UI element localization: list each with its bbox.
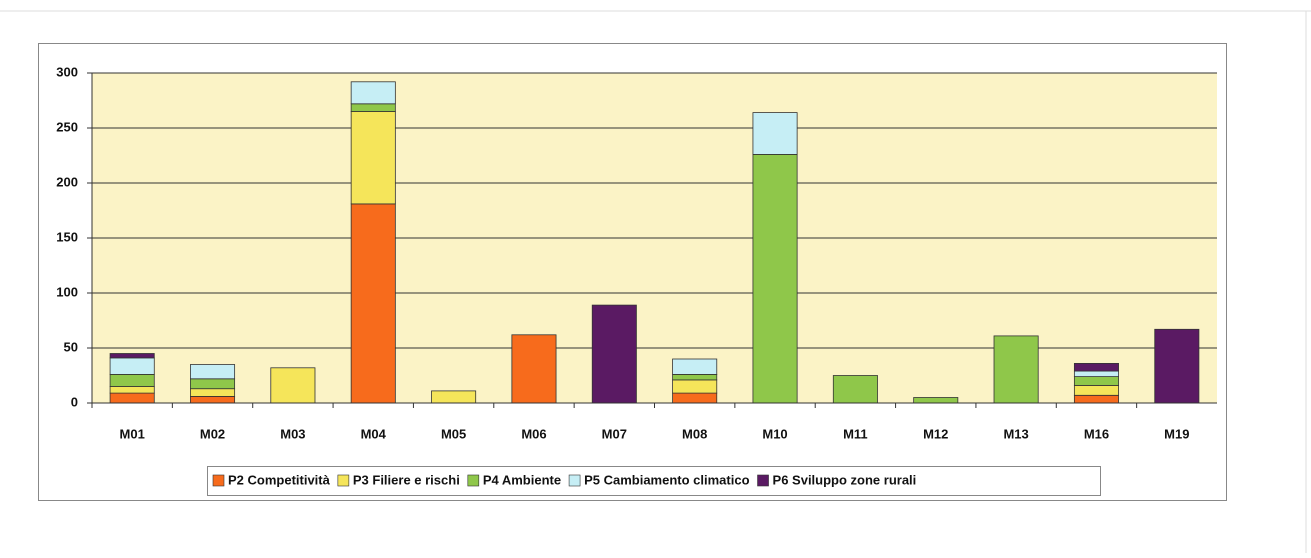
bar-segment	[109, 357, 155, 375]
bar-segment	[672, 379, 718, 394]
legend-swatch	[757, 474, 769, 487]
x-tick-label: M05	[441, 426, 466, 441]
legend-swatch	[467, 474, 480, 487]
x-tick-label: M16	[1084, 426, 1109, 441]
bar-segment	[832, 375, 878, 404]
y-tick-label: 100	[56, 284, 78, 299]
legend-label: P5 Cambiamento climatico	[584, 472, 749, 487]
bar-segment	[190, 388, 236, 397]
bar-segment	[752, 153, 798, 404]
bar-segment	[350, 81, 396, 105]
y-tick-label: 250	[56, 119, 78, 134]
x-tick-label: M10	[762, 426, 787, 441]
y-tick-label: 300	[56, 64, 78, 79]
bar-segment	[1073, 362, 1119, 372]
x-tick-label: M12	[923, 426, 948, 441]
bar-segment	[350, 111, 396, 205]
bar-segment	[350, 103, 396, 112]
x-tick-label: M07	[602, 426, 627, 441]
bar-segment	[109, 373, 155, 387]
y-tick-label: 50	[64, 339, 78, 354]
bar-segment	[913, 397, 959, 404]
x-tick-label: M13	[1003, 426, 1028, 441]
bar-segment	[1073, 394, 1119, 404]
legend-label: P3 Filiere e rischi	[353, 472, 460, 487]
x-tick-label: M08	[682, 426, 707, 441]
legend-label: P4 Ambiente	[483, 472, 561, 487]
bar-segment	[109, 353, 155, 359]
bar-segment	[190, 378, 236, 390]
bar-segment	[109, 386, 155, 394]
bar-segment	[1154, 328, 1200, 404]
bar-segment	[672, 358, 718, 375]
x-tick-label: M04	[361, 426, 387, 441]
legend-swatch	[212, 474, 225, 487]
bar-segment	[109, 392, 155, 404]
y-tick-label: 200	[56, 174, 78, 189]
x-tick-label: M02	[200, 426, 225, 441]
bar-segment	[190, 395, 236, 404]
bar-segment	[190, 364, 236, 380]
bar-segment	[270, 367, 316, 404]
x-tick-label: M19	[1164, 426, 1189, 441]
bar-segment	[350, 203, 396, 404]
legend-swatch	[568, 474, 581, 487]
bar-segment	[431, 390, 477, 404]
legend-label: P6 Sviluppo zone rurali	[773, 472, 917, 487]
legend-box	[207, 466, 1101, 496]
bar-segment	[752, 112, 798, 155]
x-tick-label: M11	[843, 426, 868, 441]
x-tick-label: M06	[521, 426, 546, 441]
y-tick-label: 150	[56, 229, 78, 244]
bar-segment	[672, 392, 718, 404]
bar-segment	[591, 304, 637, 404]
legend-swatch	[337, 474, 350, 487]
bar-segment	[993, 335, 1039, 404]
legend-label: P2 Competitività	[228, 472, 331, 487]
bar-segment	[1073, 384, 1119, 396]
y-tick-label: 0	[71, 394, 78, 409]
bar-segment	[511, 334, 557, 404]
bar-segment	[672, 373, 718, 381]
x-tick-label: M03	[280, 426, 305, 441]
bar-segment	[1073, 376, 1119, 386]
x-tick-label: M01	[120, 426, 145, 441]
bar-segment	[1073, 370, 1119, 378]
